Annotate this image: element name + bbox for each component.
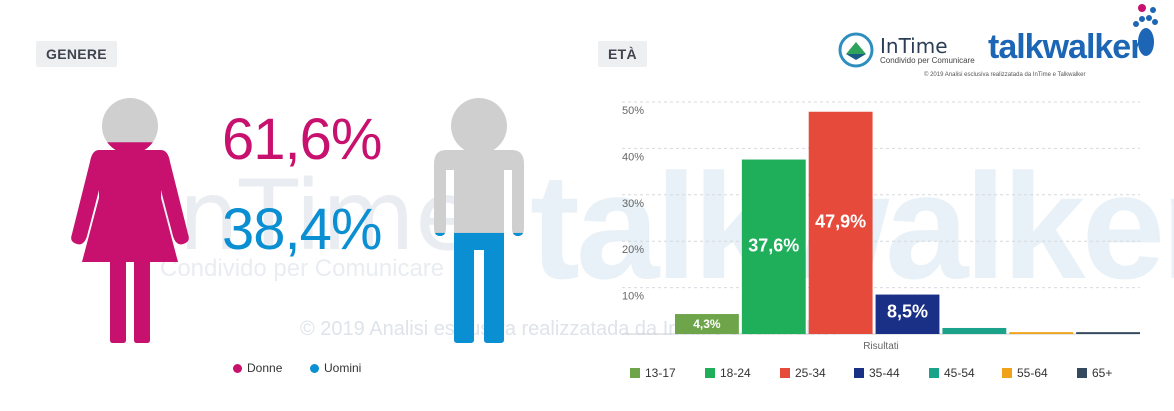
bar-65+ xyxy=(1076,332,1140,334)
intime-logo-subtitle: Condivido per Comunicare xyxy=(880,56,975,65)
bar-55-64 xyxy=(1009,332,1074,334)
watermark-subtitle: Condivido per Comunicare xyxy=(160,255,445,282)
y-tick-label: 10% xyxy=(622,291,644,303)
data-label-35-44: 8,5% xyxy=(887,302,928,322)
legend-label-55-64: 55-64 xyxy=(1017,366,1048,380)
legend-swatch-55-64 xyxy=(1002,368,1012,378)
data-label-13-17: 4,3% xyxy=(693,317,721,331)
bar-35-44 xyxy=(875,294,940,334)
legend-item-uomini: Uomini xyxy=(310,361,361,375)
gender-section-label: GENERE xyxy=(36,41,117,67)
legend-label-45-54: 45-54 xyxy=(944,366,975,380)
y-tick-label: 30% xyxy=(622,198,644,210)
data-label-18-24: 37,6% xyxy=(748,236,799,256)
y-tick-label: 20% xyxy=(622,244,644,256)
legend-label-uomini: Uomini xyxy=(324,361,362,375)
legend-swatch-35-44 xyxy=(854,368,864,378)
bar-45-54 xyxy=(942,327,1007,334)
legend-label-18-24: 18-24 xyxy=(720,366,751,380)
legend-swatch-18-24 xyxy=(705,368,715,378)
legend-swatch-45-54 xyxy=(929,368,939,378)
legend-swatch-25-34 xyxy=(780,368,790,378)
uomini-color-dot xyxy=(310,363,319,373)
talkwalker-footprints-icon xyxy=(1133,4,1158,56)
legend-swatch-65+ xyxy=(1077,368,1087,378)
age-section-label: ETÀ xyxy=(598,41,647,67)
legend-label-25-34: 25-34 xyxy=(795,366,826,380)
x-axis-label: Risultati xyxy=(863,341,899,352)
intime-logo-icon xyxy=(838,32,874,68)
data-label-25-34: 47,9% xyxy=(815,212,866,232)
intime-logo-name: InTime xyxy=(880,34,948,58)
legend-item-donne: Donne xyxy=(233,361,282,375)
legend-label-13-17: 13-17 xyxy=(645,366,676,380)
bar-13-17 xyxy=(675,314,739,334)
y-tick-label: 50% xyxy=(622,105,644,117)
bar-25-34 xyxy=(808,111,873,334)
copyright-note: © 2019 Analisi esclusiva realizzatada da… xyxy=(924,72,1086,78)
talkwalker-logo: talkwalker xyxy=(988,28,1143,66)
donne-color-dot xyxy=(233,363,242,373)
female-percentage: 61,6% xyxy=(222,107,382,172)
legend-label-65+: 65+ xyxy=(1092,366,1112,380)
y-tick-label: 40% xyxy=(622,151,644,163)
legend-swatch-13-17 xyxy=(630,368,640,378)
male-percentage: 38,4% xyxy=(222,197,382,262)
bar-18-24 xyxy=(741,159,806,334)
legend-label-35-44: 35-44 xyxy=(869,366,900,380)
legend-label-donne: Donne xyxy=(247,361,283,375)
watermark-intime: InTime xyxy=(150,160,475,272)
logo-area: InTime Condivido per Comunicare talkwalk… xyxy=(836,2,1174,88)
